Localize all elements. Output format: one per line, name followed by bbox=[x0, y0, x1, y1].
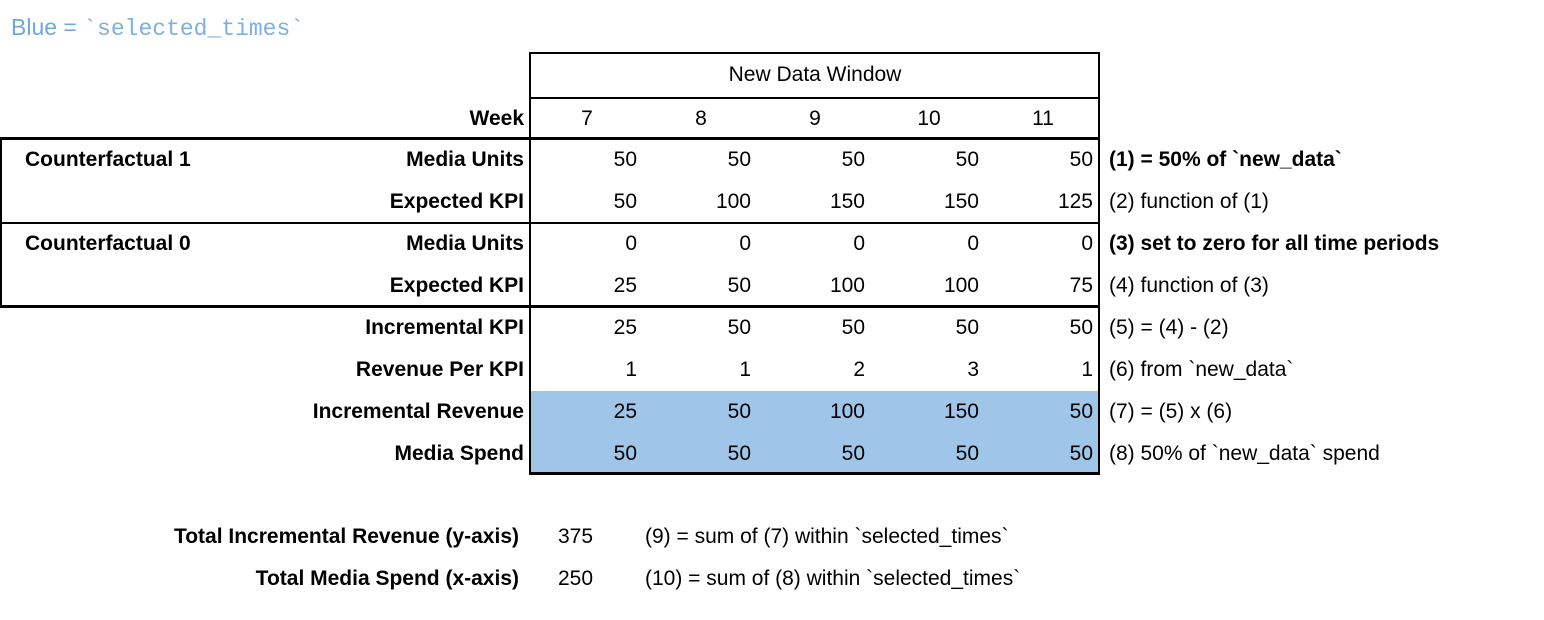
legend-code: `selected_times` bbox=[83, 16, 305, 42]
table-cell: 100 bbox=[715, 190, 751, 213]
row-note: (2) function of (1) bbox=[1109, 190, 1269, 213]
row-label: Media Units bbox=[406, 148, 524, 171]
spacer bbox=[0, 433, 250, 475]
row-label: Expected KPI bbox=[389, 190, 524, 213]
table-cell: 0 bbox=[853, 232, 865, 255]
divider-cf1-top bbox=[0, 137, 1100, 140]
week-number: 11 bbox=[1032, 106, 1054, 130]
highlighted-cell: 50 bbox=[986, 433, 1100, 475]
divider-vertical-right bbox=[1098, 52, 1100, 475]
divider-cf0-top bbox=[0, 222, 1100, 224]
table-cell: 50 bbox=[727, 316, 751, 339]
divider-header-top bbox=[529, 52, 1100, 54]
spacer bbox=[0, 98, 250, 139]
counterfactual-table: New Data Window Week 7 8 9 10 11 Counter… bbox=[0, 52, 1543, 475]
table-cell: 1 bbox=[625, 358, 637, 381]
table-cell: 100 bbox=[943, 274, 979, 297]
week-label: Week bbox=[469, 106, 524, 130]
table-cell: 50 bbox=[841, 148, 865, 171]
row-label: Media Spend bbox=[394, 442, 524, 465]
legend-prefix: Blue = bbox=[11, 14, 84, 40]
total-media-spend-value: 250 bbox=[558, 567, 594, 590]
highlighted-cell: 50 bbox=[758, 433, 872, 475]
table-cell: 50 bbox=[727, 274, 751, 297]
row-note: (3) set to zero for all time periods bbox=[1109, 232, 1440, 255]
week-number: 9 bbox=[809, 106, 821, 130]
row-note: (8) 50% of `new_data` spend bbox=[1109, 442, 1380, 465]
group-label-counterfactual-1: Counterfactual 1 bbox=[25, 148, 191, 171]
spacer bbox=[0, 391, 250, 433]
row-note: (4) function of (3) bbox=[1109, 274, 1269, 297]
table-cell: 150 bbox=[829, 190, 865, 213]
row-label: Media Units bbox=[406, 232, 524, 255]
group-label-counterfactual-0: Counterfactual 0 bbox=[25, 232, 191, 255]
table-cell: 25 bbox=[613, 316, 637, 339]
table-cell: 1 bbox=[739, 358, 751, 381]
table-cell: 1 bbox=[1081, 358, 1093, 381]
divider-table-bottom bbox=[529, 472, 1100, 475]
highlighted-cell: 50 bbox=[530, 433, 644, 475]
table-cell: 50 bbox=[613, 148, 637, 171]
spacer bbox=[1100, 52, 1543, 98]
total-incremental-revenue-note: (9) = sum of (7) within `selected_times` bbox=[645, 525, 1009, 548]
highlighted-cell: 50 bbox=[872, 433, 986, 475]
row-note: (1) = 50% of `new_data` bbox=[1109, 148, 1342, 171]
window-title: New Data Window bbox=[728, 63, 902, 86]
table-cell: 50 bbox=[1069, 316, 1093, 339]
spacer bbox=[1100, 98, 1543, 139]
table-cell: 150 bbox=[943, 190, 979, 213]
week-number: 7 bbox=[581, 106, 593, 130]
highlighted-cell: 50 bbox=[644, 391, 758, 433]
table-cell: 0 bbox=[739, 232, 751, 255]
highlighted-cell: 50 bbox=[644, 433, 758, 475]
total-media-spend-label: Total Media Spend (x-axis) bbox=[255, 567, 519, 590]
highlighted-cell: 25 bbox=[530, 391, 644, 433]
row-note: (7) = (5) x (6) bbox=[1109, 400, 1233, 423]
total-incremental-revenue-label: Total Incremental Revenue (y-axis) bbox=[173, 525, 519, 548]
row-label: Revenue Per KPI bbox=[355, 358, 524, 381]
row-note: (6) from `new_data` bbox=[1109, 358, 1294, 381]
table-cell: 0 bbox=[625, 232, 637, 255]
row-label: Incremental Revenue bbox=[312, 400, 524, 423]
row-label: Incremental KPI bbox=[365, 316, 524, 339]
spacer bbox=[0, 265, 250, 307]
divider-cf0-bottom bbox=[0, 305, 1100, 308]
highlighted-cell: 50 bbox=[986, 391, 1100, 433]
table-cell: 125 bbox=[1057, 190, 1093, 213]
table-cell: 2 bbox=[853, 358, 865, 381]
total-incremental-revenue-value: 375 bbox=[558, 525, 594, 548]
totals-section: Total Incremental Revenue (y-axis) 375 (… bbox=[0, 516, 1020, 600]
spacer bbox=[0, 52, 530, 98]
highlighted-cell: 100 bbox=[758, 391, 872, 433]
spacer bbox=[0, 349, 250, 391]
table-cell: 50 bbox=[1069, 148, 1093, 171]
week-number: 8 bbox=[695, 106, 707, 130]
table-cell: 50 bbox=[613, 190, 637, 213]
table-cell: 0 bbox=[1081, 232, 1093, 255]
row-label: Expected KPI bbox=[389, 274, 524, 297]
legend-selected-times: Blue = `selected_times` bbox=[11, 14, 304, 42]
week-number: 10 bbox=[917, 106, 941, 130]
table-cell: 3 bbox=[967, 358, 979, 381]
total-media-spend-note: (10) = sum of (8) within `selected_times… bbox=[645, 567, 1021, 590]
table-cell: 50 bbox=[727, 148, 751, 171]
table-cell: 25 bbox=[613, 274, 637, 297]
table-cell: 50 bbox=[841, 316, 865, 339]
divider-vertical-left bbox=[529, 52, 531, 475]
highlighted-cell: 150 bbox=[872, 391, 986, 433]
table-cell: 50 bbox=[955, 148, 979, 171]
divider-header-bottom bbox=[529, 97, 1100, 99]
table-cell: 50 bbox=[955, 316, 979, 339]
table-cell: 0 bbox=[967, 232, 979, 255]
spacer bbox=[0, 307, 250, 349]
table-cell: 75 bbox=[1069, 274, 1093, 297]
row-note: (5) = (4) - (2) bbox=[1109, 316, 1229, 339]
spacer bbox=[0, 181, 250, 223]
table-cell: 100 bbox=[829, 274, 865, 297]
